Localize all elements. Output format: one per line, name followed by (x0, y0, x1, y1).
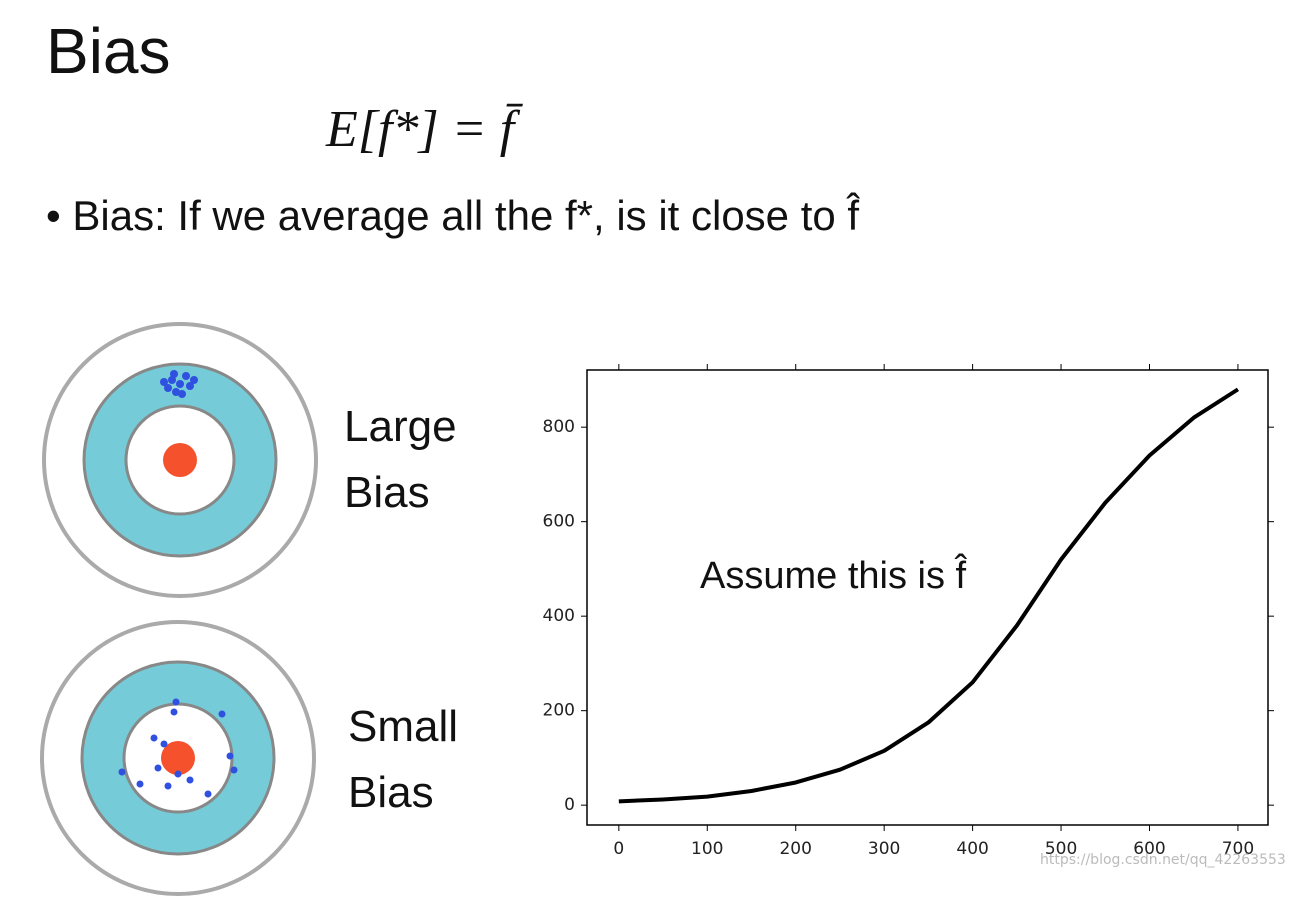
slide-title: Bias (46, 15, 171, 87)
target (42, 322, 318, 598)
y-tick-label: 600 (543, 512, 575, 532)
x-tick-label: 0 (613, 839, 624, 859)
y-tick-label: 0 (564, 795, 575, 815)
x-tick-label: 300 (868, 839, 900, 859)
x-tick-label: 200 (779, 839, 811, 859)
y-tick-label: 800 (543, 417, 575, 437)
x-tick-label: 600 (1133, 839, 1165, 859)
bullet-text: Bias: If we average all the f*, is it cl… (72, 192, 860, 239)
slide: Bias E[f*] = f̄ • Bias: If we average al… (40, 15, 1286, 896)
chart: 0 100 200 300 400 500 600 700 0 200 400 600 800 Assum… (543, 364, 1274, 859)
plot-frame (586, 369, 1269, 826)
watermark: https://blog.csdn.net/qq_42263553 (1040, 852, 1286, 868)
x-tick-label: 400 (956, 839, 988, 859)
y-tick-label: 200 (543, 701, 575, 721)
bullet: • Bias: If we average all the f*, is it … (46, 192, 860, 239)
targets (40, 322, 318, 896)
x-tick-label: 500 (1045, 839, 1077, 859)
line (618, 387, 1240, 804)
x-tick-label: 100 (691, 839, 723, 859)
y-tick-label: 400 (543, 606, 575, 626)
annotation: Assume this is f̂ (700, 553, 968, 597)
target-label: Small Bias (348, 702, 459, 817)
target-label: Large Bias (344, 402, 457, 517)
formula: E[f*] = f̄ (326, 101, 515, 158)
x-tick-label: 700 (1222, 839, 1254, 859)
